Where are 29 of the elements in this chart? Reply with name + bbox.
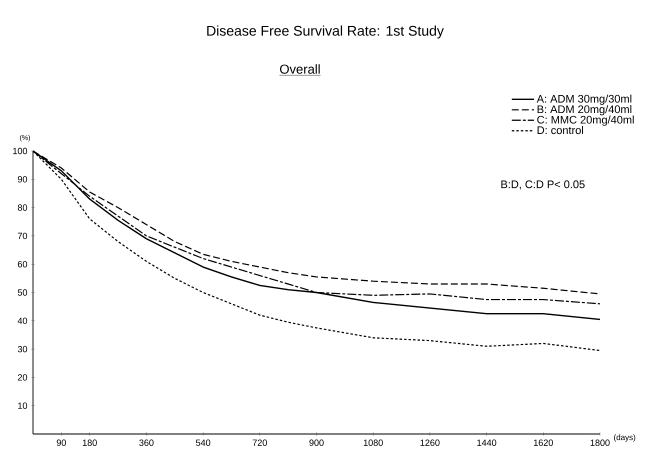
x-tick-label: 180	[82, 440, 97, 446]
x-tick-label: 900	[309, 440, 324, 446]
legend-label: A: ADM 30mg/30ml	[536, 94, 632, 105]
annotation: B:D, C:D P< 0.05	[501, 180, 585, 190]
y-tick-label: 40	[18, 318, 28, 324]
chart-subtitle: Overall	[280, 64, 320, 74]
y-tick-label: 80	[18, 204, 28, 211]
x-tick-label: 1440	[477, 440, 496, 446]
legend-label: B: ADM 20mg/40ml	[538, 105, 632, 116]
chart-title: Disease Free Survival Rate: 1st Study	[207, 25, 444, 39]
x-tick-label: 1080	[364, 440, 383, 446]
x-tick-label: 1260	[420, 440, 440, 446]
x-tick-label: 1620	[534, 440, 553, 446]
x-axis-title: (days)	[614, 434, 636, 442]
legend-label: C: MMC 20mg/40ml	[537, 116, 634, 126]
y-tick-label: 100	[13, 148, 28, 154]
x-tick-label: 720	[252, 440, 267, 446]
y-tick-label: 20	[18, 374, 28, 381]
y-tick-label: 50	[18, 289, 28, 296]
y-tick-label: 30	[18, 346, 28, 352]
x-tick-label: 1800	[590, 440, 610, 446]
y-tick-label: 90	[18, 176, 28, 182]
y-tick-label: 10	[18, 402, 28, 409]
y-tick-label: 70	[18, 232, 28, 240]
x-tick-label: 360	[139, 440, 154, 446]
x-tick-label: 540	[196, 440, 210, 446]
legend-label: D: control	[538, 126, 584, 134]
y-tick-label: 60	[18, 261, 28, 268]
x-tick-label: 90	[56, 440, 66, 446]
